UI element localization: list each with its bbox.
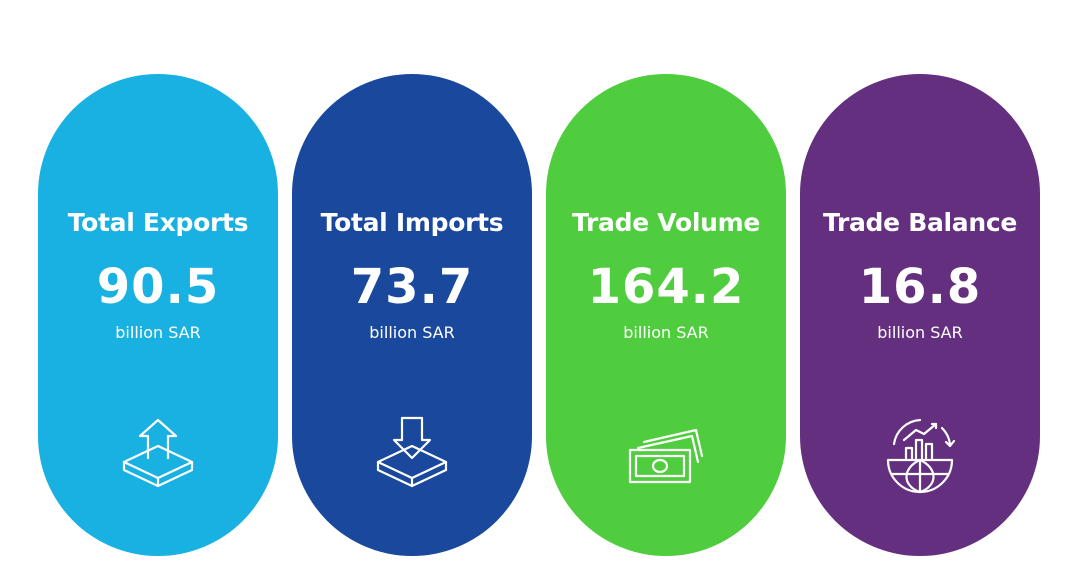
globe-icon bbox=[886, 418, 956, 494]
volume-card: Trade Volume 164.2 billion SAR bbox=[546, 74, 786, 556]
card-value: 164.2 bbox=[587, 259, 745, 315]
card-unit: billion SAR bbox=[877, 323, 963, 342]
card-value: 73.7 bbox=[350, 259, 474, 315]
money-icon bbox=[628, 428, 704, 484]
card-title: Total Exports bbox=[67, 208, 249, 237]
card-title: Trade Balance bbox=[822, 208, 1018, 237]
card-value: 16.8 bbox=[858, 259, 982, 315]
import-icon bbox=[376, 416, 448, 488]
card-unit: billion SAR bbox=[115, 323, 201, 342]
card-unit: billion SAR bbox=[369, 323, 455, 342]
exports-card: Total Exports 90.5 billion SAR bbox=[38, 74, 278, 556]
card-title: Total Imports bbox=[320, 208, 504, 237]
export-icon bbox=[122, 418, 194, 488]
card-value: 90.5 bbox=[96, 259, 220, 315]
card-unit: billion SAR bbox=[623, 323, 709, 342]
imports-card: Total Imports 73.7 billion SAR bbox=[292, 74, 532, 556]
balance-card: Trade Balance 16.8 billion SAR bbox=[800, 74, 1040, 556]
card-title: Trade Volume bbox=[572, 208, 760, 237]
